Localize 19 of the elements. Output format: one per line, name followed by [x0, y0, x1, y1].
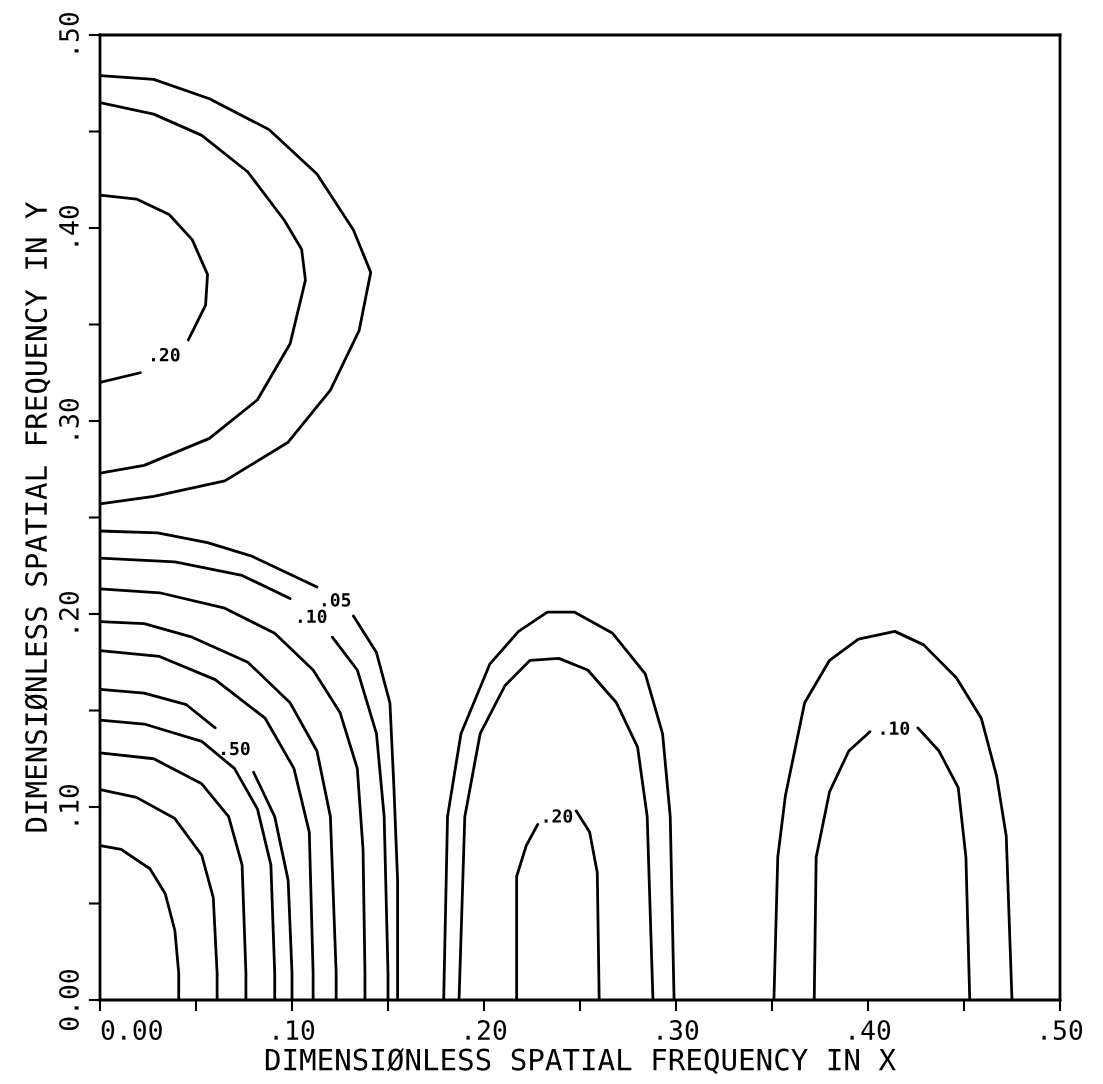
x-tick-label: .50: [1042, 1020, 1083, 1041]
y-axis-title: DIMENSIØNLESS SPATIAL FREQUENCY IN Y: [24, 201, 51, 832]
annotation: .20: [544, 809, 573, 823]
annotation: .50: [222, 741, 250, 756]
x-tick-label: 0.00: [101, 1020, 162, 1041]
y-tick-label: .50: [58, 12, 79, 53]
x-tick-label: .20: [466, 1020, 507, 1041]
x-tick-label: .30: [658, 1020, 699, 1041]
y-tick-label: .10: [58, 784, 79, 825]
annotation: .20: [151, 347, 180, 362]
x-tick-label: .40: [850, 1020, 891, 1041]
y-tick-label: .20: [58, 591, 79, 632]
annotation: .10: [298, 609, 327, 624]
annotation: .10: [881, 721, 910, 736]
x-tick-label: .10: [274, 1020, 315, 1041]
annotation: .05: [322, 593, 351, 607]
y-tick-label: .40: [58, 205, 79, 246]
x-axis-title: DIMENSIØNLESS SPATIAL FREQUENCY IN X: [265, 1048, 896, 1075]
y-tick-label: .30: [58, 398, 79, 439]
